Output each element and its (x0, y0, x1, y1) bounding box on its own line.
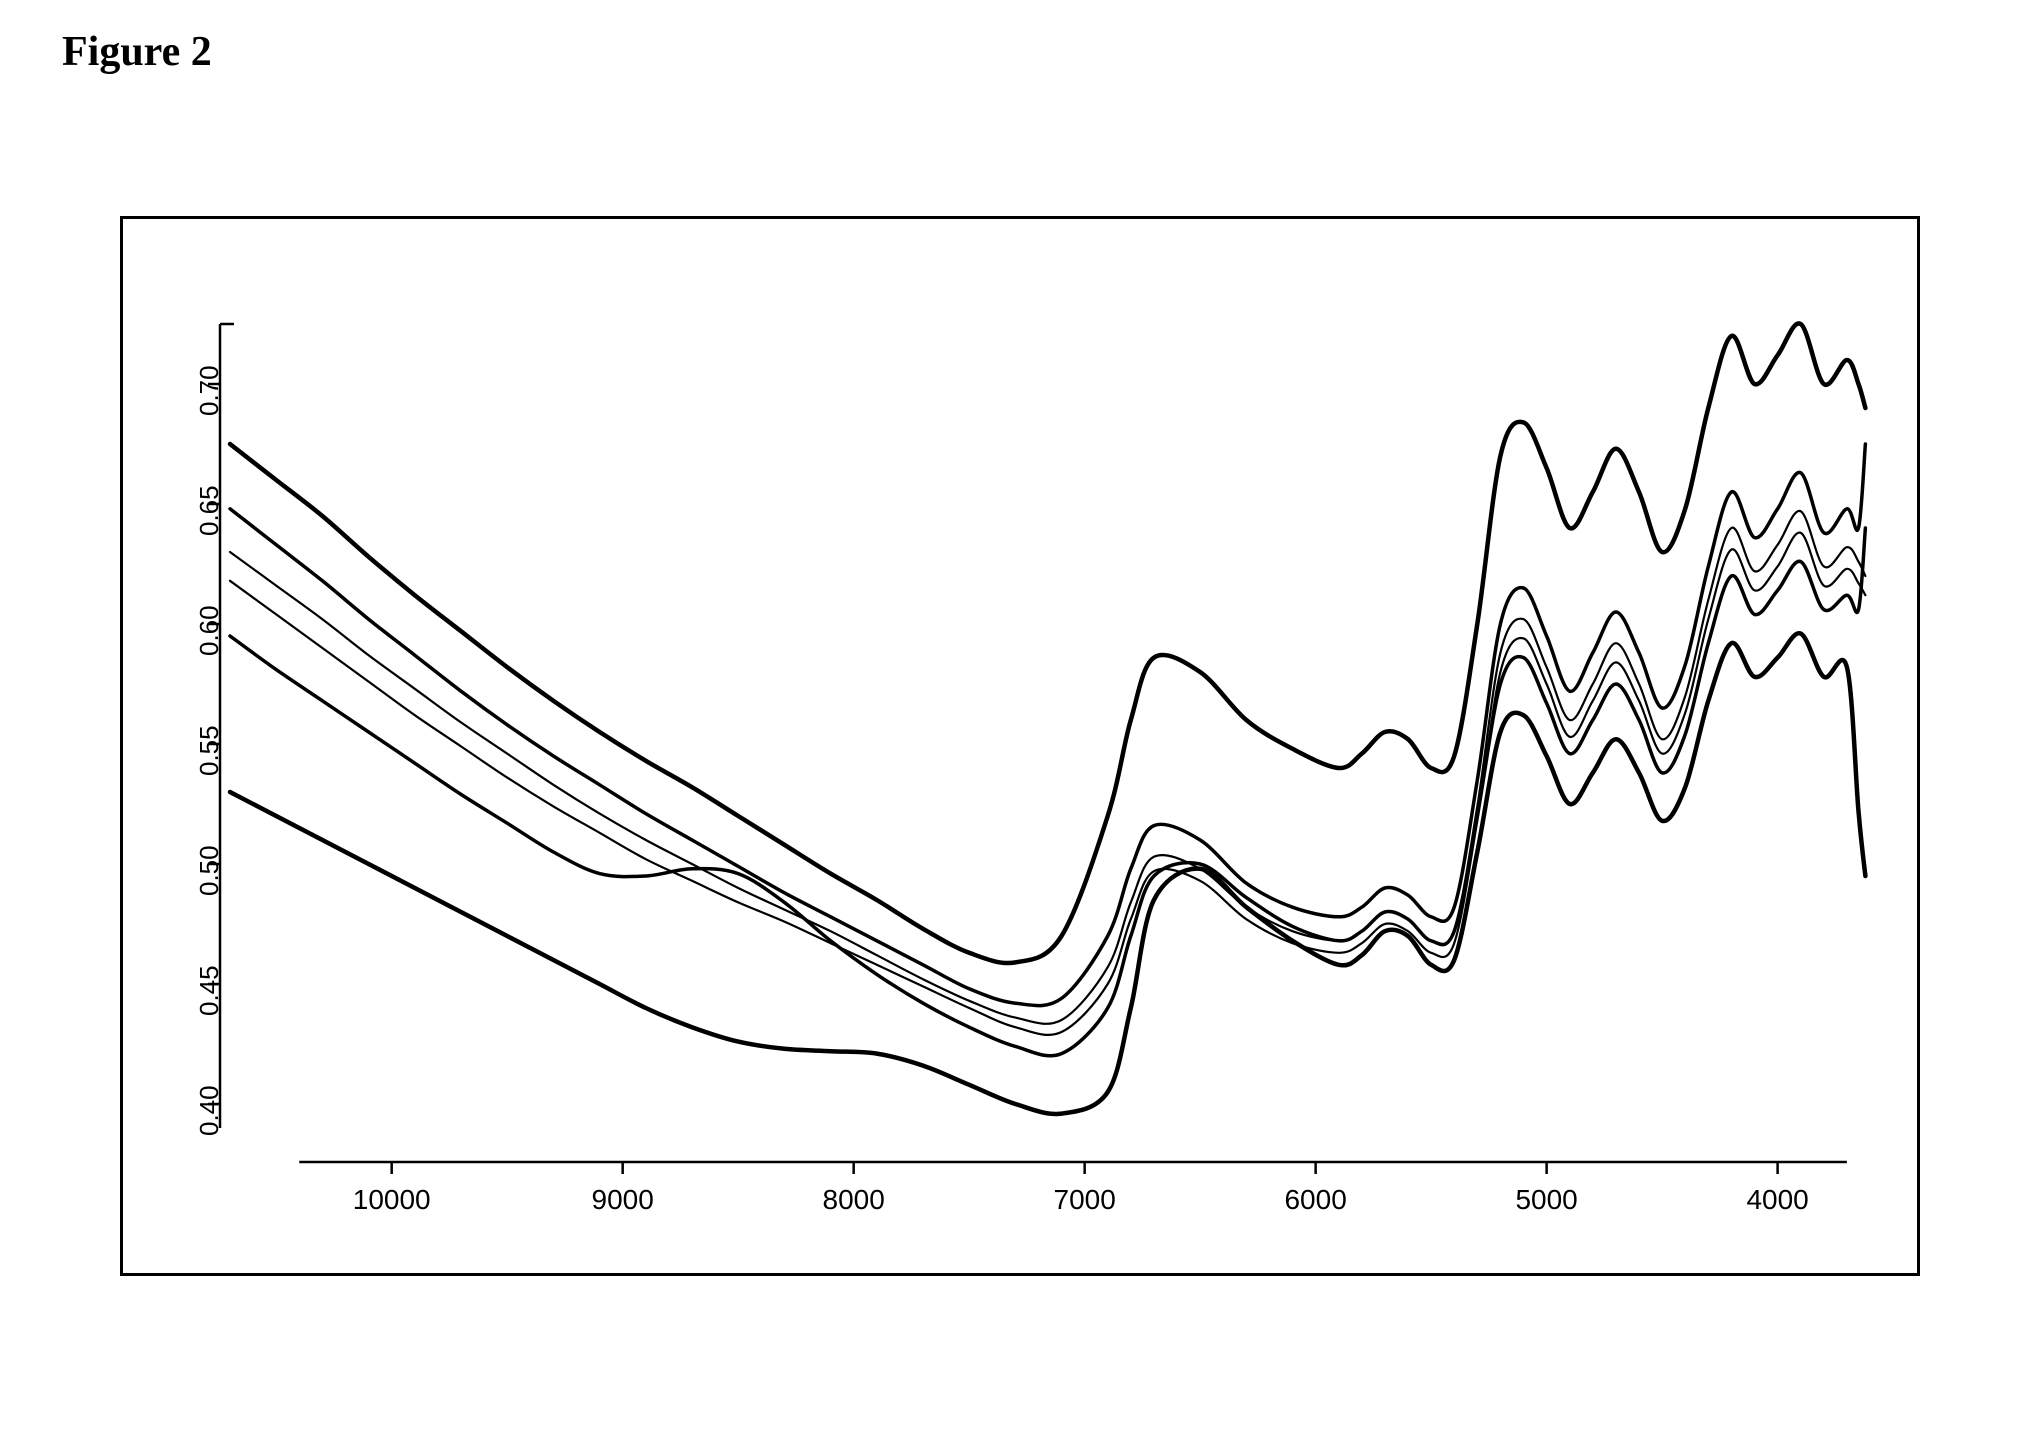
curve-6-bottom (230, 633, 1865, 1114)
curve-5 (230, 528, 1865, 1056)
x-tick-label: 5000 (1515, 1184, 1577, 1216)
y-tick-label: 0.70 (194, 365, 225, 416)
y-tick-label: 0.45 (194, 965, 225, 1016)
x-tick-label: 8000 (823, 1184, 885, 1216)
y-tick-label: 0.60 (194, 605, 225, 656)
y-tick-label: 0.55 (194, 725, 225, 776)
line-chart (0, 0, 2039, 1437)
y-tick-label: 0.50 (194, 845, 225, 896)
curve-3 (230, 511, 1865, 1024)
x-tick-label: 4000 (1746, 1184, 1808, 1216)
x-tick-label: 10000 (353, 1184, 431, 1216)
page: Figure 2 0.400.450.500.550.600.650.70100… (0, 0, 2039, 1437)
x-tick-label: 9000 (592, 1184, 654, 1216)
curve-1-top (230, 323, 1865, 963)
y-tick-label: 0.65 (194, 485, 225, 536)
x-tick-label: 7000 (1053, 1184, 1115, 1216)
y-tick-label: 0.40 (194, 1085, 225, 1136)
x-tick-label: 6000 (1284, 1184, 1346, 1216)
curve-4 (230, 533, 1865, 1035)
